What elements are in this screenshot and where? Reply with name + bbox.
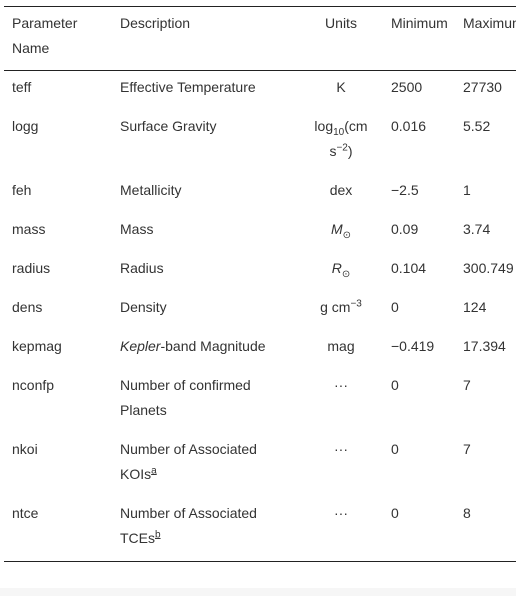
units-superscript: −2 — [336, 142, 348, 154]
cell-minimum: 2500 — [391, 79, 423, 95]
cell-name: logg — [12, 118, 39, 134]
cell-name: nconfp — [12, 377, 55, 393]
header-parameter-name: Parameter Name — [12, 15, 78, 56]
cell-maximum: 124 — [463, 299, 487, 315]
cell-minimum: 0 — [391, 441, 399, 457]
table-row: teff Effective Temperature K 2500 27730 — [4, 71, 516, 111]
header-maximum: Maximum — [463, 15, 516, 31]
units-base: g cm — [320, 299, 351, 315]
cell-description: Metallicity — [120, 182, 182, 198]
cell-description: Kepler-band Magnitude — [112, 330, 299, 369]
cell-maximum: 300.749 — [463, 260, 514, 276]
cell-name: kepmag — [12, 338, 62, 354]
units-symbol-subscript: ⊙ — [342, 229, 352, 241]
cell-minimum: 0 — [391, 505, 399, 521]
units-symbol: M — [330, 221, 343, 237]
units-end: ) — [347, 143, 353, 159]
cell-description: Number of confirmed Planets — [120, 377, 251, 418]
cell-description: Number of Associated TCEsb — [112, 497, 299, 562]
cell-maximum: 7 — [463, 441, 471, 457]
header-description: Description — [120, 15, 191, 31]
description-text: Number of Associated TCEs — [120, 505, 257, 546]
cell-name: nkoi — [12, 441, 38, 457]
cell-minimum: 0.09 — [391, 221, 419, 237]
units-symbol-subscript: ⊙ — [341, 268, 351, 280]
header-units: Units — [325, 15, 357, 31]
table-row: feh Metallicity dex −2.5 1 — [4, 174, 516, 213]
cell-minimum: −2.5 — [391, 182, 419, 198]
cell-maximum: 27730 — [463, 79, 502, 95]
cell-units: K — [336, 79, 346, 95]
cell-units: log10(cm s−2) — [299, 110, 383, 174]
cell-name: radius — [12, 260, 51, 276]
description-text: Number of Associated KOIs — [120, 441, 257, 482]
cell-maximum: 3.74 — [463, 221, 491, 237]
table-row: dens Density g cm−3 0 124 — [4, 291, 516, 330]
cell-description: Surface Gravity — [120, 118, 217, 134]
table-row: mass Mass M⊙ 0.09 3.74 — [4, 213, 516, 252]
cell-maximum: 17.394 — [463, 338, 506, 354]
cell-units: M⊙ — [299, 213, 383, 252]
parameter-table-container: Parameter Name Description Units Minimum… — [4, 6, 516, 562]
cell-name: teff — [12, 79, 32, 95]
cell-name: dens — [12, 299, 43, 315]
cell-description: Mass — [120, 221, 154, 237]
cell-description: Number of Associated KOIsa — [112, 433, 299, 497]
cell-maximum: 7 — [463, 377, 471, 393]
units-base: log — [314, 118, 334, 134]
cell-minimum: 0 — [391, 377, 399, 393]
footnote-link-a[interactable]: a — [151, 465, 157, 477]
cell-units: ··· — [334, 505, 348, 521]
description-rest: -band Magnitude — [160, 338, 266, 354]
footnote-link-b[interactable]: b — [155, 529, 161, 541]
cell-minimum: −0.419 — [391, 338, 435, 354]
bottom-scroll-area — [0, 588, 516, 596]
table-row: nconfp Number of confirmed Planets ··· 0… — [4, 369, 516, 433]
table-row: radius Radius R⊙ 0.104 300.749 — [4, 252, 516, 291]
cell-maximum: 5.52 — [463, 118, 491, 134]
units-symbol: R — [331, 260, 342, 276]
cell-maximum: 8 — [463, 505, 471, 521]
cell-units: R⊙ — [299, 252, 383, 291]
cell-minimum: 0.104 — [391, 260, 427, 276]
cell-description: Radius — [120, 260, 164, 276]
table-row: kepmag Kepler-band Magnitude mag −0.419 … — [4, 330, 516, 369]
units-subscript: 10 — [333, 126, 345, 138]
cell-name: ntce — [12, 505, 39, 521]
cell-units: ··· — [334, 377, 348, 393]
cell-units: g cm−3 — [299, 291, 383, 330]
cell-minimum: 0.016 — [391, 118, 427, 134]
cell-description: Effective Temperature — [120, 79, 256, 95]
units-rest: (cm s — [329, 118, 368, 159]
table-row: logg Surface Gravity log10(cm s−2) 0.016… — [4, 110, 516, 174]
cell-name: feh — [12, 182, 32, 198]
description-italic: Kepler — [120, 338, 161, 354]
units-superscript: −3 — [350, 298, 362, 310]
header-minimum: Minimum — [391, 15, 448, 31]
table-header-row: Parameter Name Description Units Minimum… — [4, 6, 516, 71]
cell-units: mag — [327, 338, 355, 354]
cell-name: mass — [12, 221, 46, 237]
table-row: ntce Number of Associated TCEsb ··· 0 8 — [4, 497, 516, 562]
cell-minimum: 0 — [391, 299, 399, 315]
cell-description: Density — [120, 299, 167, 315]
table-row: nkoi Number of Associated KOIsa ··· 0 7 — [4, 433, 516, 497]
cell-units: ··· — [334, 441, 348, 457]
cell-maximum: 1 — [463, 182, 471, 198]
cell-units: dex — [329, 182, 353, 198]
parameter-table: Parameter Name Description Units Minimum… — [4, 6, 516, 562]
